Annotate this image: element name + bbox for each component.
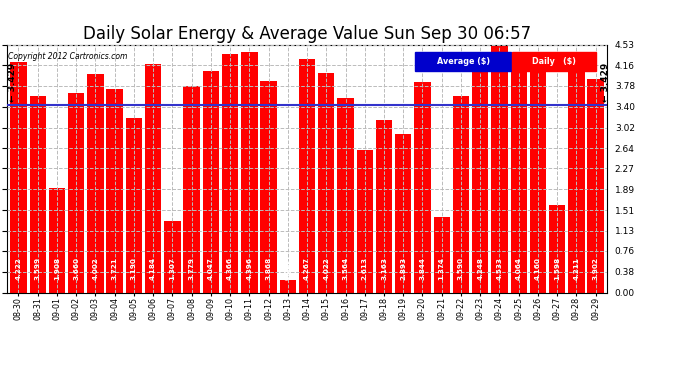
- Text: 4.211: 4.211: [573, 257, 580, 280]
- Text: Daily   ($): Daily ($): [533, 57, 576, 66]
- Bar: [222, 54, 238, 292]
- Text: 3.590: 3.590: [458, 257, 464, 280]
- Text: 2.613: 2.613: [362, 257, 368, 280]
- Text: 1.307: 1.307: [169, 257, 175, 280]
- Bar: [106, 89, 123, 292]
- Bar: [511, 70, 527, 292]
- Text: 4.396: 4.396: [246, 257, 253, 280]
- Bar: [260, 81, 277, 292]
- Text: 3.902: 3.902: [593, 257, 599, 280]
- Bar: [318, 73, 335, 292]
- Bar: [357, 150, 373, 292]
- Text: 3.844: 3.844: [420, 257, 426, 280]
- Text: Average ($): Average ($): [437, 57, 490, 66]
- Bar: [30, 96, 46, 292]
- Text: 1.374: 1.374: [439, 257, 445, 280]
- Text: 4.366: 4.366: [227, 257, 233, 280]
- Bar: [491, 45, 508, 292]
- Bar: [299, 59, 315, 292]
- Bar: [68, 93, 84, 292]
- Text: 4.160: 4.160: [535, 257, 541, 280]
- Text: 3.190: 3.190: [131, 257, 137, 280]
- Text: 4.002: 4.002: [92, 257, 99, 280]
- Text: 2.893: 2.893: [400, 257, 406, 280]
- Bar: [10, 62, 27, 292]
- Text: 3.779: 3.779: [188, 257, 195, 280]
- Text: 4.047: 4.047: [208, 257, 214, 280]
- FancyBboxPatch shape: [415, 53, 511, 71]
- Bar: [145, 64, 161, 292]
- Text: 3.564: 3.564: [342, 257, 348, 280]
- Text: 4.222: 4.222: [15, 257, 21, 280]
- Bar: [203, 71, 219, 292]
- Text: 1.908: 1.908: [54, 257, 60, 280]
- Text: 4.533: 4.533: [496, 257, 502, 280]
- Bar: [376, 120, 392, 292]
- Text: 0.227: 0.227: [285, 257, 290, 280]
- Text: 3.721: 3.721: [112, 257, 118, 280]
- Text: 4.064: 4.064: [515, 257, 522, 280]
- Text: 3.660: 3.660: [73, 257, 79, 280]
- Text: ← 3.429: ← 3.429: [601, 63, 610, 102]
- Bar: [549, 205, 565, 292]
- Bar: [241, 53, 257, 292]
- Text: 4.184: 4.184: [150, 257, 156, 280]
- Bar: [569, 62, 584, 292]
- Text: 3.163: 3.163: [381, 257, 387, 280]
- Text: 4.022: 4.022: [324, 257, 329, 280]
- Text: 4.267: 4.267: [304, 257, 310, 280]
- Text: 1.598: 1.598: [554, 257, 560, 280]
- Bar: [395, 135, 411, 292]
- Bar: [87, 74, 104, 292]
- Bar: [587, 79, 604, 292]
- Text: 3.868: 3.868: [266, 257, 272, 280]
- Bar: [279, 280, 296, 292]
- Text: ← 3.429: ← 3.429: [8, 63, 17, 102]
- Bar: [49, 188, 65, 292]
- Bar: [530, 65, 546, 292]
- Bar: [126, 118, 142, 292]
- Text: 3.599: 3.599: [34, 257, 41, 280]
- Bar: [164, 221, 181, 292]
- Bar: [472, 60, 489, 292]
- Bar: [453, 96, 469, 292]
- Text: Copyright 2012 Cartronics.com: Copyright 2012 Cartronics.com: [8, 53, 128, 62]
- Bar: [433, 217, 450, 292]
- Title: Daily Solar Energy & Average Value Sun Sep 30 06:57: Daily Solar Energy & Average Value Sun S…: [83, 26, 531, 44]
- FancyBboxPatch shape: [513, 53, 596, 71]
- Bar: [337, 98, 354, 292]
- Bar: [184, 86, 200, 292]
- Text: 4.248: 4.248: [477, 257, 483, 280]
- Bar: [414, 82, 431, 292]
